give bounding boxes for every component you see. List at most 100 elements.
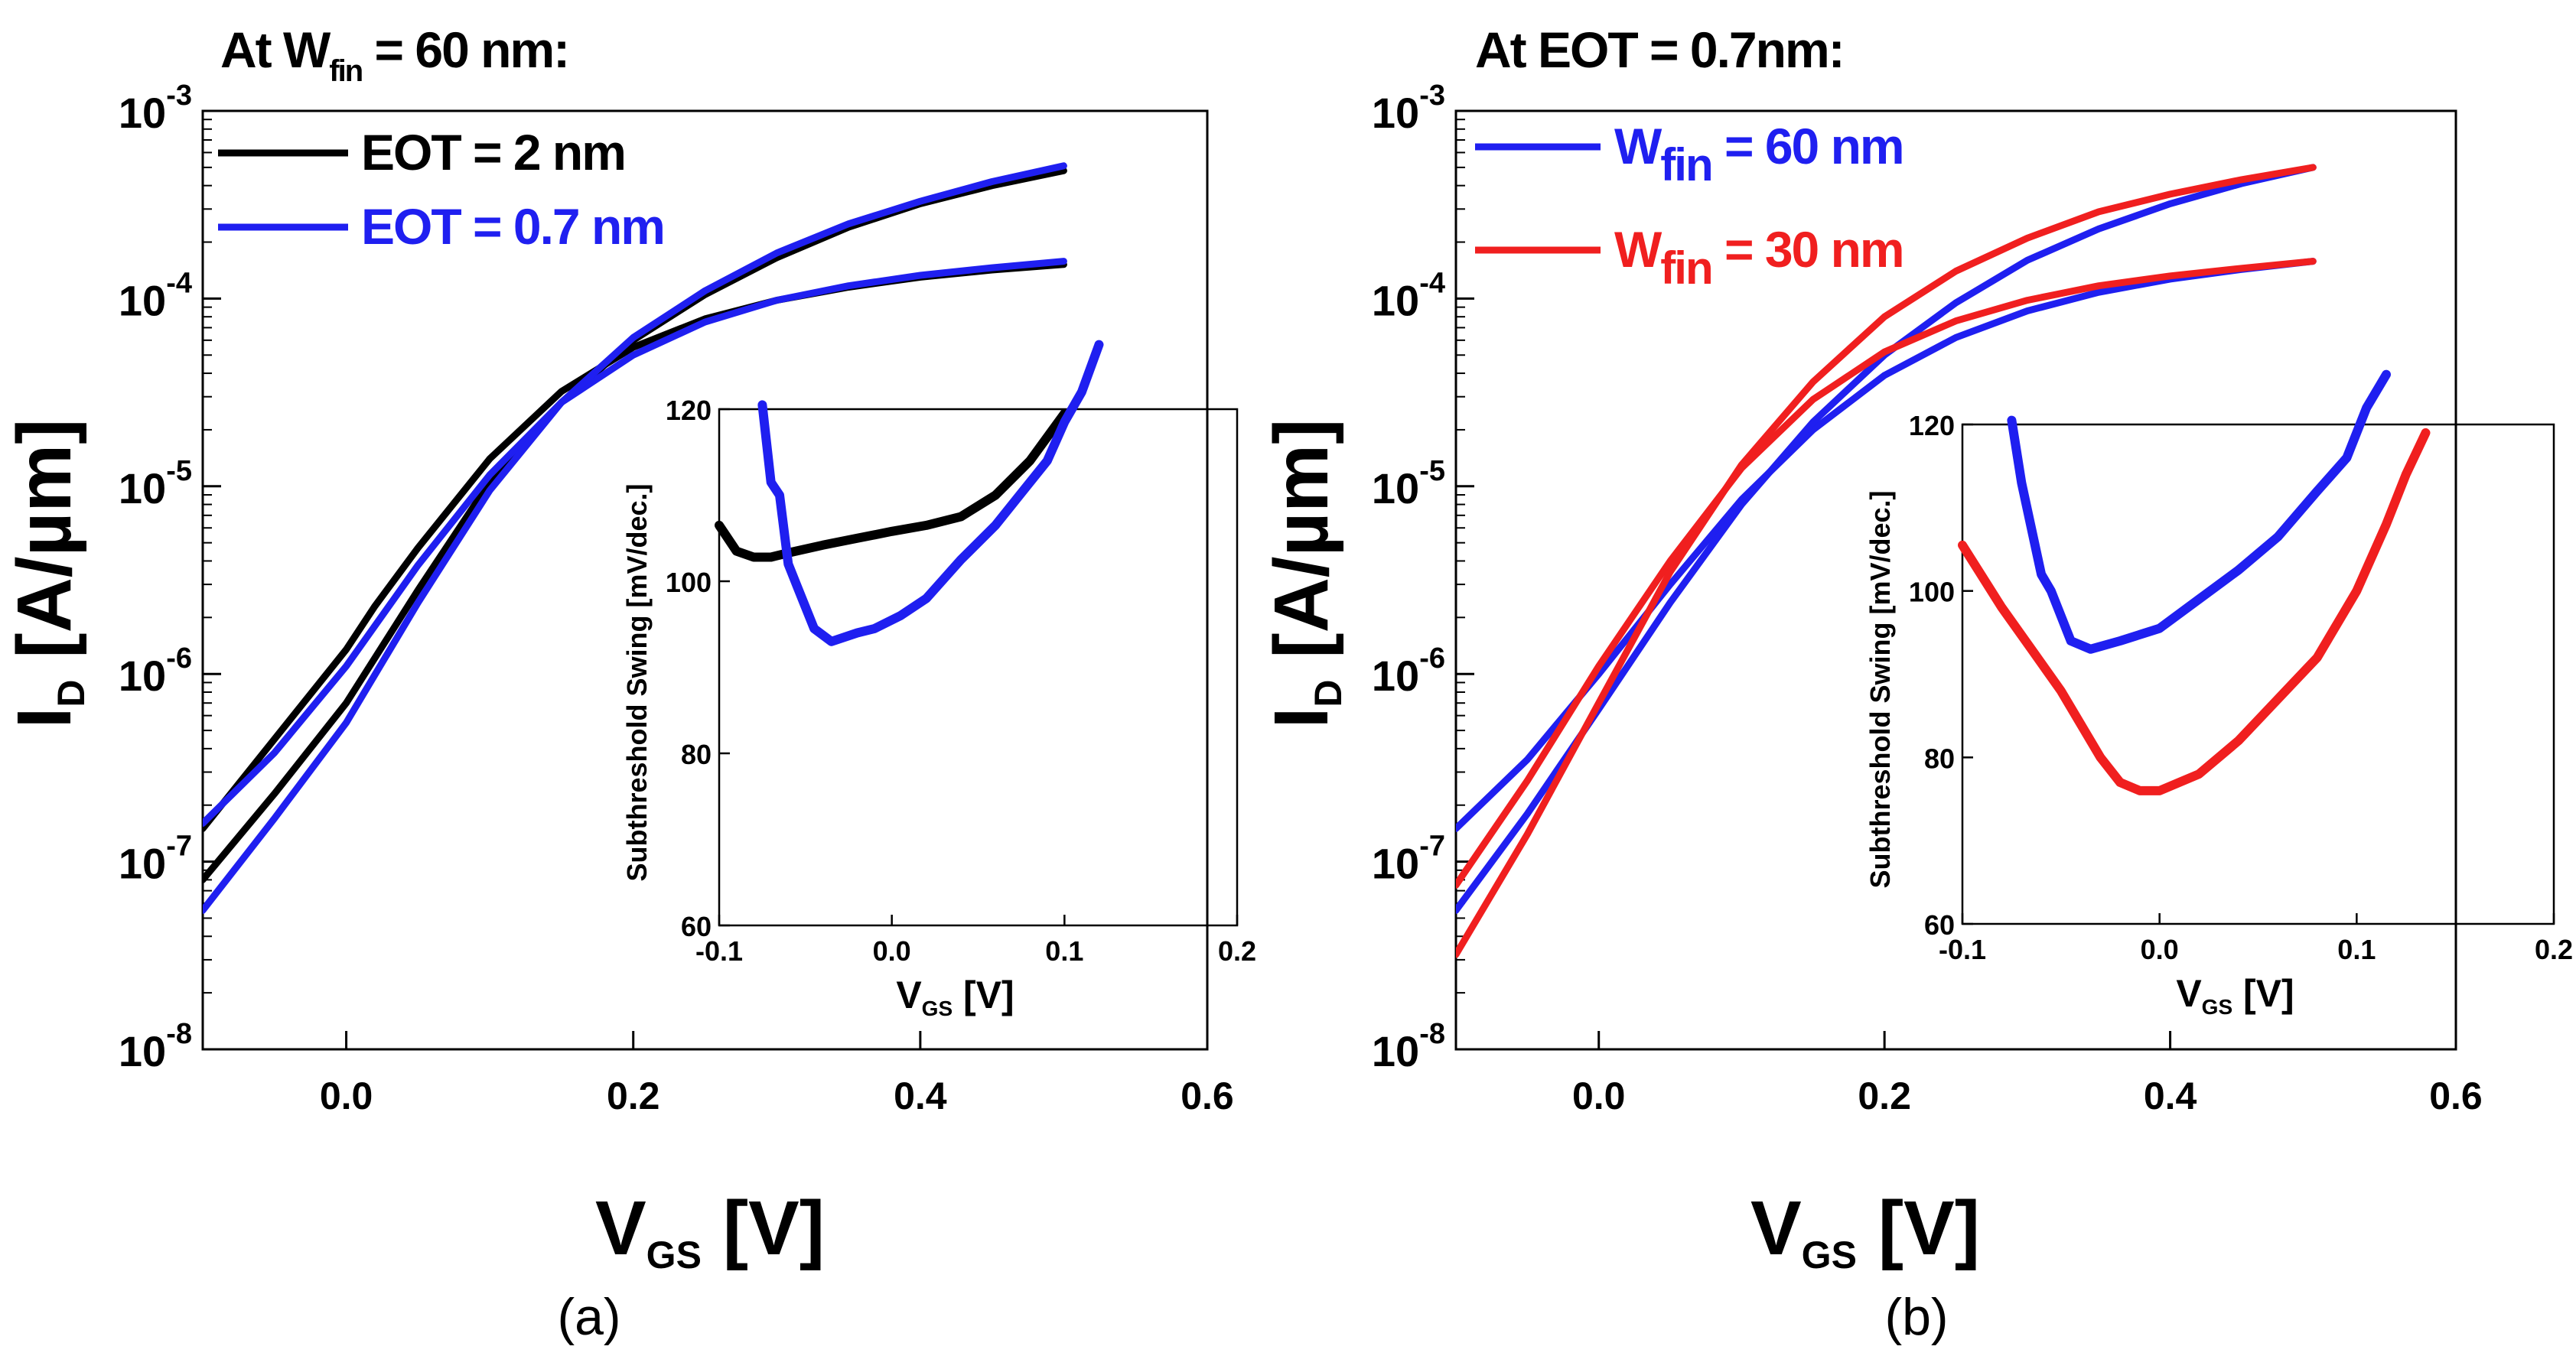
y-tick-base: 10: [119, 89, 166, 137]
y-axis-label-main: I: [1259, 707, 1344, 729]
y-tick-exponent: -8: [1419, 1018, 1445, 1050]
y-axis-label: ID [A/µm]: [2, 419, 93, 729]
inset-series-line-0: [2007, 369, 2391, 654]
legend-var: W: [1614, 118, 1663, 174]
y-tick-label: 10-7: [1372, 831, 1445, 888]
header-var: W: [283, 21, 331, 78]
inset-y-axis-label: Subthreshold Swing [mV/dec.]: [621, 483, 653, 881]
inset-frame: [1961, 423, 2555, 925]
y-tick-base: 10: [1372, 1027, 1419, 1075]
y-tick-label: 10-3: [119, 80, 192, 137]
x-axis-label-sub: GS: [1802, 1234, 1857, 1276]
y-tick-base: 10: [119, 464, 166, 512]
inset-y-tick-label: 80: [681, 739, 712, 770]
y-tick-base: 10: [1372, 840, 1419, 888]
y-tick-exponent: -6: [166, 642, 192, 675]
panel-caption: (b): [1884, 1288, 1948, 1346]
legend-sub: fin: [1660, 242, 1711, 294]
legend-label: Wfin = 30 nm: [1614, 221, 1904, 294]
inset-y-tick-label: 80: [1924, 743, 1955, 774]
panel-header: At Wfin = 60 nm:: [220, 21, 568, 88]
y-tick-label: 10-4: [119, 267, 192, 324]
inset-frame: [718, 408, 1239, 927]
legend-label: EOT = 2 nm: [361, 124, 625, 180]
inset-x-tick-label: -0.1: [695, 935, 743, 967]
x-tick-label: 0.2: [607, 1075, 660, 1117]
panel-caption: (a): [557, 1288, 620, 1346]
y-tick-base: 10: [1372, 652, 1419, 700]
main-plot-frame: [201, 109, 1209, 1051]
legend-rest: = 30 nm: [1712, 221, 1904, 278]
y-tick-exponent: -8: [166, 1018, 192, 1050]
inset-x-axis-label: VGS [V]: [896, 974, 1014, 1020]
inset-x-tick-label: 0.2: [2535, 934, 2573, 965]
x-axis-label-unit: [V]: [1857, 1185, 1980, 1271]
y-tick-base: 10: [1372, 464, 1419, 512]
inset-x-tick-label: 0.1: [1045, 935, 1083, 967]
panel-header: At EOT = 0.7nm:: [1475, 21, 1844, 78]
y-axis-label-sub: D: [50, 680, 93, 707]
series-line-3: [203, 162, 1067, 914]
y-tick-exponent: -5: [1419, 455, 1445, 487]
inset-x-tick-label: 0.0: [2141, 934, 2179, 965]
y-tick-label: 10-8: [119, 1018, 192, 1075]
legend-rest: = 60 nm: [1712, 118, 1904, 174]
inset-x-tick-label: 0.0: [873, 935, 911, 967]
inset-x-label-main: V: [2176, 972, 2202, 1015]
legend-var: W: [1614, 221, 1663, 278]
inset-x-label-sub: GS: [2202, 995, 2232, 1019]
inset-y-axis-label: Subthreshold Swing [mV/dec.]: [1864, 490, 1896, 888]
inset-x-label-sub: GS: [922, 997, 953, 1020]
x-axis-label-sub: GS: [646, 1234, 702, 1276]
y-tick-label: 10-5: [1372, 455, 1445, 512]
x-axis-label-main: V: [1750, 1185, 1802, 1271]
series-line-2: [1456, 258, 2317, 889]
y-tick-label: 10-7: [119, 831, 192, 888]
inset-x-axis-label: VGS [V]: [2176, 972, 2294, 1019]
main-plot-frame: [1454, 109, 2457, 1051]
y-axis-label-unit: [A/µm]: [1259, 419, 1344, 680]
y-tick-exponent: -3: [166, 80, 192, 112]
panel-b: 10-810-710-610-510-410-30.0 0.2 0.4 0.6ID […: [1259, 21, 2573, 1346]
y-tick-label: 10-6: [119, 642, 192, 700]
y-tick-exponent: -7: [166, 831, 192, 863]
inset-x-tick-label: 0.1: [2337, 934, 2376, 965]
header-prefix: At: [1475, 21, 1538, 78]
y-tick-label: 10-8: [1372, 1018, 1445, 1075]
inset-series-line-0: [715, 408, 1070, 562]
x-axis-label-main: V: [595, 1185, 646, 1271]
y-axis-label-sub: D: [1307, 680, 1350, 707]
y-tick-label: 10-3: [1372, 80, 1445, 137]
inset-series-line-1: [757, 340, 1104, 646]
x-axis-label: VGS [V]: [595, 1185, 825, 1276]
y-tick-exponent: -4: [1419, 267, 1445, 299]
inset-series-line-1: [1958, 428, 2431, 795]
y-axis-label-main: I: [2, 707, 87, 729]
inset-x-label-unit: [V]: [2232, 972, 2294, 1015]
inset-x-label-main: V: [896, 974, 922, 1016]
inset-x-label-unit: [V]: [953, 974, 1014, 1016]
inset-y-tick-label: 120: [666, 395, 712, 426]
y-axis-label-unit: [A/µm]: [2, 419, 87, 680]
header-sub: fin: [329, 54, 362, 88]
y-tick-base: 10: [119, 1027, 166, 1075]
x-axis-label: VGS [V]: [1750, 1185, 1980, 1276]
legend-label: EOT = 0.7 nm: [361, 198, 664, 255]
y-tick-label: 10-5: [119, 455, 192, 512]
legend-main: EOT = 0.7 nm: [361, 198, 664, 255]
legend-sub: fin: [1660, 139, 1711, 190]
x-tick-label: 0.0: [320, 1075, 373, 1117]
x-tick-label: 0.6: [1181, 1075, 1234, 1117]
inset-y-tick-label: 100: [1909, 577, 1955, 608]
header-rest: = 60 nm:: [362, 21, 568, 78]
y-tick-exponent: -4: [166, 267, 192, 299]
inset-y-tick-label: 120: [1909, 410, 1955, 441]
y-tick-exponent: -7: [1419, 831, 1445, 863]
inset-x-tick-label: -0.1: [1939, 934, 1986, 965]
y-tick-base: 10: [119, 276, 166, 324]
series-line-2: [203, 258, 1067, 827]
x-tick-label: 0.0: [1572, 1075, 1626, 1117]
y-tick-label: 10-4: [1372, 267, 1445, 324]
y-tick-base: 10: [119, 652, 166, 700]
inset-y-tick-label: 60: [681, 911, 712, 942]
